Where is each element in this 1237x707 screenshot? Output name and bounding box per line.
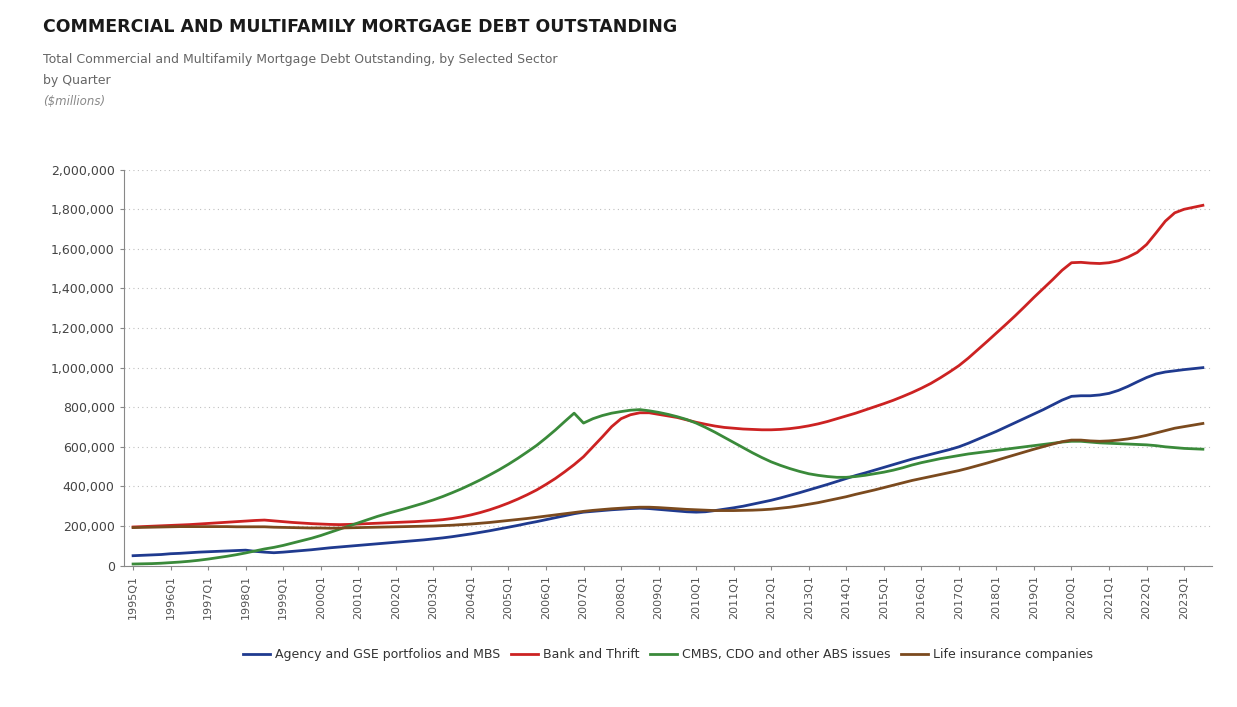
Line: Bank and Thrift: Bank and Thrift [134,205,1202,527]
Bank and Thrift [126,522,141,531]
CMBS, CDO and other ABS issues [370,513,385,521]
Agency and GSE portfolios and MBS [126,551,141,560]
Life insurance companies [266,523,281,532]
Line: CMBS, CDO and other ABS issues: CMBS, CDO and other ABS issues [134,409,1202,564]
CMBS, CDO and other ABS issues [473,476,487,484]
Life insurance companies [1195,419,1210,428]
Agency and GSE portfolios and MBS [529,518,544,526]
Bank and Thrift [266,517,281,525]
Life insurance companies [379,522,393,531]
Agency and GSE portfolios and MBS [473,528,487,537]
Line: Life insurance companies: Life insurance companies [134,423,1202,528]
CMBS, CDO and other ABS issues [1074,437,1089,445]
Bank and Thrift [370,519,385,527]
Text: ($millions): ($millions) [43,95,105,108]
Life insurance companies [538,512,553,520]
CMBS, CDO and other ABS issues [266,543,281,551]
Bank and Thrift [1195,201,1210,209]
Bank and Thrift [473,508,487,517]
Text: COMMERCIAL AND MULTIFAMILY MORTGAGE DEBT OUTSTANDING: COMMERCIAL AND MULTIFAMILY MORTGAGE DEBT… [43,18,678,35]
Agency and GSE portfolios and MBS [773,493,788,502]
CMBS, CDO and other ABS issues [1195,445,1210,453]
Life insurance companies [783,503,798,511]
Bank and Thrift [773,425,788,433]
Life insurance companies [323,524,338,532]
Agency and GSE portfolios and MBS [266,549,281,557]
Bank and Thrift [529,486,544,494]
Agency and GSE portfolios and MBS [1064,392,1079,401]
Agency and GSE portfolios and MBS [370,539,385,548]
CMBS, CDO and other ABS issues [783,464,798,473]
Life insurance companies [126,523,141,532]
Text: Total Commercial and Multifamily Mortgage Debt Outstanding, by Selected Sector: Total Commercial and Multifamily Mortgag… [43,53,558,66]
CMBS, CDO and other ABS issues [529,441,544,450]
Line: Agency and GSE portfolios and MBS: Agency and GSE portfolios and MBS [134,368,1202,556]
Life insurance companies [1074,436,1089,444]
Text: by Quarter: by Quarter [43,74,111,87]
CMBS, CDO and other ABS issues [632,405,647,414]
Bank and Thrift [1064,259,1079,267]
Life insurance companies [482,518,497,527]
CMBS, CDO and other ABS issues [126,560,141,568]
Agency and GSE portfolios and MBS [1195,363,1210,372]
Legend: Agency and GSE portfolios and MBS, Bank and Thrift, CMBS, CDO and other ABS issu: Agency and GSE portfolios and MBS, Bank … [238,643,1098,666]
